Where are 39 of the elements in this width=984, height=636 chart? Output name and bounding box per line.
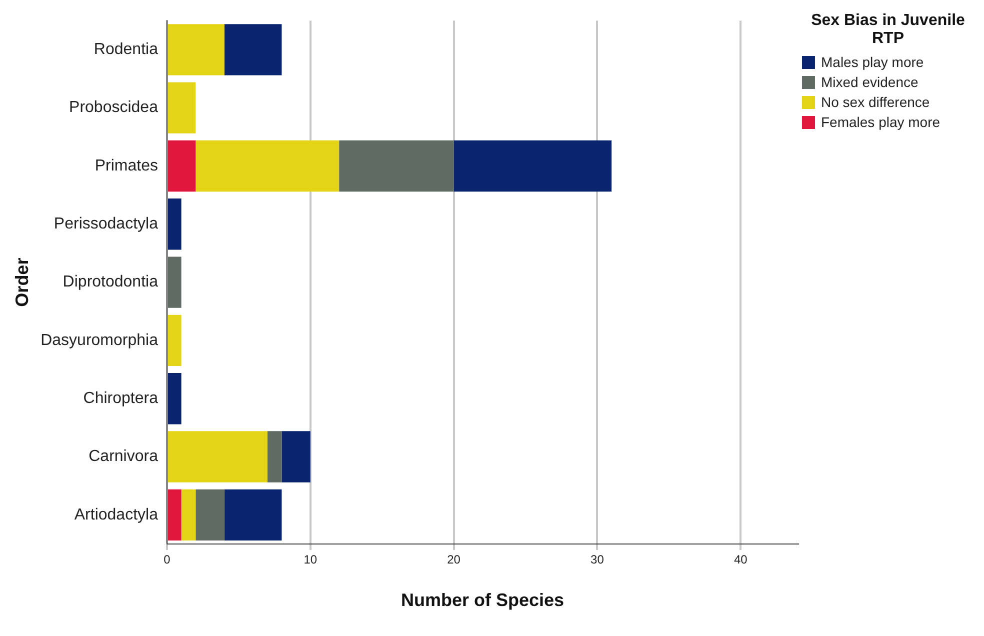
bar — [168, 140, 196, 192]
bar — [454, 140, 612, 192]
y-tick-label: Dasyuromorphia — [40, 332, 158, 349]
bar — [196, 140, 340, 192]
bar — [168, 431, 268, 482]
y-tick-label: Primates — [94, 157, 158, 174]
x-axis-title: Number of Species — [400, 590, 564, 610]
legend-label: Females play more — [821, 114, 940, 130]
legend-label: Males play more — [821, 54, 924, 70]
bar — [267, 431, 282, 482]
legend-label: No sex difference — [821, 94, 930, 110]
bar — [168, 256, 182, 308]
x-tick-label: 20 — [447, 552, 461, 567]
y-tick-label: Artiodactyla — [74, 506, 158, 524]
bar — [168, 198, 182, 250]
bar — [224, 24, 282, 76]
bar — [282, 431, 310, 482]
x-tick-label: 0 — [164, 552, 171, 567]
y-tick-label: Diprotodontia — [62, 274, 158, 291]
legend-title: Sex Bias in Juvenile RTP — [810, 12, 966, 48]
bar — [224, 489, 282, 541]
y-tick-label: Proboscidea — [69, 99, 158, 116]
bar — [168, 82, 196, 134]
y-tick-label: Perissodactyla — [54, 216, 158, 233]
bar — [181, 489, 196, 541]
y-tick-label: Chiroptera — [83, 390, 158, 408]
legend-label: Mixed evidence — [821, 74, 918, 90]
y-axis-title: Order — [12, 258, 32, 307]
bar — [196, 489, 224, 541]
y-tick-label: Carnivora — [88, 448, 158, 466]
bar — [168, 373, 182, 424]
bar — [168, 489, 182, 541]
x-tick-label: 40 — [734, 552, 748, 567]
bar — [339, 140, 454, 192]
bar — [168, 314, 182, 366]
x-tick-label: 10 — [304, 552, 318, 567]
bar — [168, 24, 224, 76]
x-tick-label: 30 — [590, 552, 604, 567]
y-tick-label: Rodentia — [94, 41, 158, 58]
